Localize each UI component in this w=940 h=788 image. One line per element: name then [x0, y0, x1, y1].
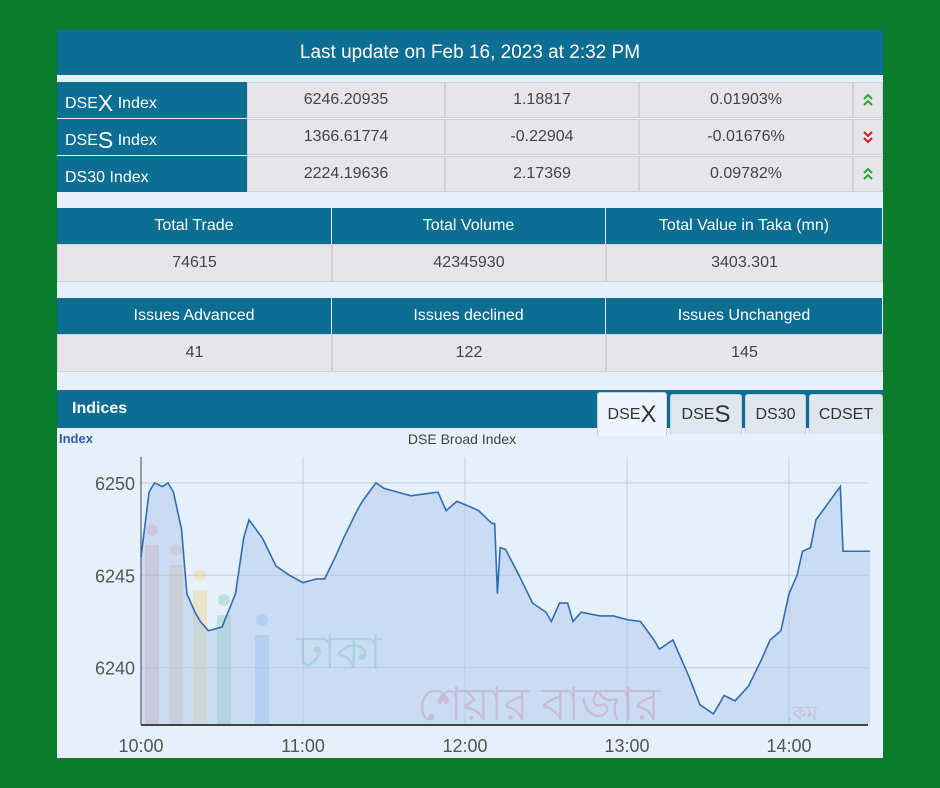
x-tick-label: 11:00: [281, 736, 325, 756]
double-chevron-up-icon: [853, 156, 883, 192]
index-suffix: Index: [113, 95, 157, 112]
x-tick-label: 14:00: [766, 736, 811, 756]
x-tick-label: 13:00: [604, 736, 649, 756]
dsex-chart: Index DSE Broad Index 6240 6245 6250 10:00 11:…: [59, 431, 870, 756]
index-letter: X: [97, 90, 114, 116]
x-tick-label: 12:00: [442, 736, 487, 756]
index-change: -0.22904: [445, 119, 639, 155]
stat-value: 41: [57, 334, 332, 372]
index-change: 2.17369: [445, 156, 639, 192]
tab-label: CDSET: [818, 405, 874, 423]
tab-dses[interactable]: DSE S: [670, 394, 742, 434]
tab-ds30[interactable]: DS30: [745, 394, 806, 434]
index-letter: S: [97, 127, 114, 153]
y-tick-label: 6245: [95, 566, 135, 586]
stat-value: 3403.301: [606, 244, 883, 282]
stat-value: 122: [332, 334, 606, 372]
stat-header: Issues Unchanged: [606, 298, 883, 334]
index-label[interactable]: DS30 Index: [57, 156, 247, 192]
index-change: 1.18817: [445, 82, 639, 118]
index-label[interactable]: DSE X Index: [57, 82, 247, 118]
index-label[interactable]: DSE S Index: [57, 119, 247, 155]
double-chevron-up-icon: [853, 82, 883, 118]
market-summary-panel: Last update on Feb 16, 2023 at 2:32 PM D…: [57, 30, 883, 758]
stat-value: 42345930: [332, 244, 606, 282]
index-suffix: Index: [105, 169, 149, 186]
index-value: 2224.19636: [247, 156, 445, 192]
series-area: [141, 482, 870, 725]
index-prefix: DSE: [65, 132, 98, 149]
tab-label: DSE: [607, 405, 641, 423]
chart-title: DSE Broad Index: [408, 431, 516, 447]
y-tick-label: 6250: [95, 474, 135, 494]
indices-title: Indices: [72, 400, 128, 417]
y-axis-label: Index: [59, 431, 94, 446]
index-value: 1366.61774: [247, 119, 445, 155]
tab-letter: X: [640, 400, 657, 428]
index-percent: 0.01903%: [639, 82, 853, 118]
stat-header: Total Volume: [332, 208, 606, 244]
tab-dsex[interactable]: DSE X: [597, 392, 667, 436]
stat-header: Total Value in Taka (mn): [606, 208, 883, 244]
stat-header: Total Trade: [57, 208, 332, 244]
tab-cdset[interactable]: CDSET: [809, 394, 883, 434]
index-value: 6246.20935: [247, 82, 445, 118]
last-update-banner: Last update on Feb 16, 2023 at 2:32 PM: [57, 30, 883, 75]
index-percent: -0.01676%: [639, 119, 853, 155]
tab-label: DSE: [681, 405, 715, 423]
x-tick-label: 10:00: [118, 736, 163, 756]
stat-header: Issues Advanced: [57, 298, 332, 334]
y-tick-label: 6240: [95, 659, 135, 679]
index-percent: 0.09782%: [639, 156, 853, 192]
watermark-logo: ঢাকা শেয়ার বাজার .কম: [145, 524, 819, 730]
stat-value: 145: [606, 334, 883, 372]
tab-letter: S: [714, 400, 731, 428]
series-line: [140, 481, 870, 716]
watermark-text: শেয়ার বাজার: [417, 678, 661, 730]
tab-label: DS30: [755, 405, 796, 423]
stat-value: 74615: [57, 244, 332, 282]
watermark-text: .কম: [787, 703, 819, 725]
double-chevron-down-icon: [853, 119, 883, 155]
index-prefix: DS30: [65, 169, 106, 186]
stat-header: Issues declined: [332, 298, 606, 334]
index-prefix: DSE: [65, 95, 98, 112]
index-suffix: Index: [113, 132, 157, 149]
watermark-text: ঢাকা: [296, 626, 383, 678]
